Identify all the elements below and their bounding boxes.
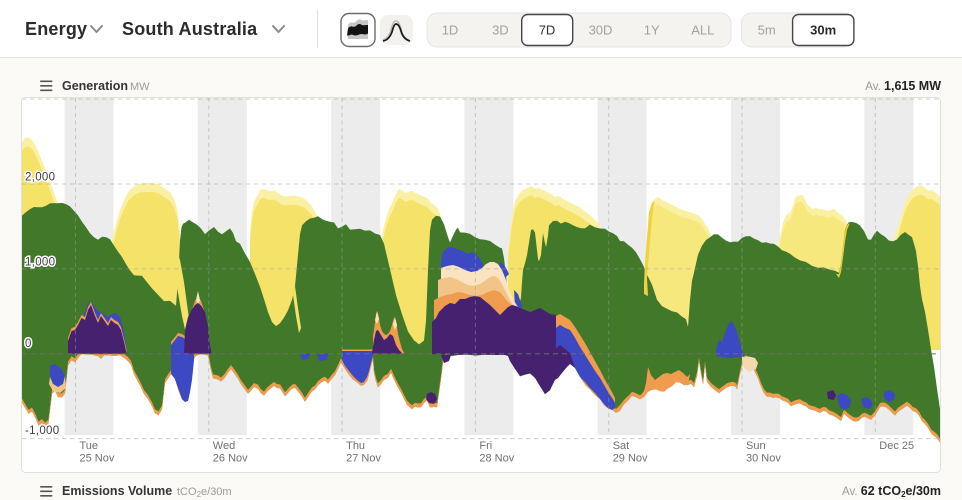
svg-text:2,000: 2,000 — [25, 172, 55, 184]
svg-text:28 Nov: 28 Nov — [479, 453, 514, 465]
svg-text:Dec 25: Dec 25 — [879, 440, 914, 452]
svg-text:Energy: Energy — [25, 19, 87, 39]
svg-text:30D: 30D — [589, 23, 613, 38]
svg-text:0: 0 — [25, 338, 32, 350]
svg-text:1,000: 1,000 — [25, 257, 55, 269]
svg-text:30 Nov: 30 Nov — [746, 453, 781, 465]
svg-text:Thu: Thu — [346, 440, 365, 452]
svg-text:Tue: Tue — [80, 440, 99, 452]
svg-text:1Y: 1Y — [644, 23, 660, 38]
svg-text:30m: 30m — [810, 23, 836, 38]
svg-text:Emissions Volume: Emissions Volume — [62, 484, 172, 498]
svg-text:ALL: ALL — [691, 23, 714, 38]
svg-text:Sat: Sat — [613, 440, 630, 452]
svg-text:Av. 62 tCO2e/30m: Av. 62 tCO2e/30m — [842, 484, 941, 499]
svg-text:5m: 5m — [758, 23, 776, 38]
svg-text:-1,000: -1,000 — [25, 425, 59, 437]
svg-text:Sun: Sun — [746, 440, 766, 452]
svg-text:25 Nov: 25 Nov — [80, 453, 115, 465]
svg-text:29 Nov: 29 Nov — [613, 453, 648, 465]
svg-text:1D: 1D — [442, 23, 459, 38]
svg-text:27 Nov: 27 Nov — [346, 453, 381, 465]
svg-text:tCO2e/30m: tCO2e/30m — [177, 486, 232, 499]
svg-text:Wed: Wed — [213, 440, 235, 452]
svg-text:26 Nov: 26 Nov — [213, 453, 248, 465]
svg-text:South Australia: South Australia — [122, 19, 258, 39]
svg-text:3D: 3D — [492, 23, 509, 38]
svg-text:Fri: Fri — [479, 440, 492, 452]
svg-text:7D: 7D — [539, 23, 556, 38]
svg-text:Av. 1,615 MW: Av. 1,615 MW — [865, 79, 941, 93]
svg-text:MW: MW — [130, 81, 150, 93]
svg-text:Generation: Generation — [62, 79, 128, 93]
